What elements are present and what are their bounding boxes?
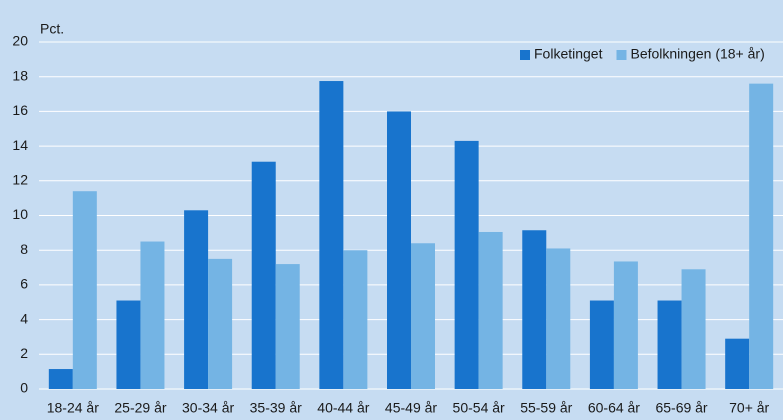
y-tick-label: 18 (12, 67, 28, 83)
legend-swatch (520, 50, 530, 60)
bar (454, 140, 479, 389)
x-tick-label: 25-29 år (114, 400, 166, 416)
x-tick-label: 70+ år (729, 400, 769, 416)
x-tick-label: 50-54 år (453, 400, 505, 416)
x-tick-label: 18-24 år (47, 400, 99, 416)
y-tick-label: 20 (12, 33, 28, 49)
bar (478, 231, 503, 389)
bar (275, 264, 300, 389)
legend-label: Befolkningen (18+ år) (630, 46, 764, 62)
bar (48, 369, 73, 389)
y-tick-label: 10 (12, 206, 28, 222)
x-tick-label: 35-39 år (250, 400, 302, 416)
bar (140, 241, 165, 389)
y-axis-label: Pct. (40, 21, 64, 37)
bar (319, 81, 344, 389)
x-tick-label: 45-49 år (385, 400, 437, 416)
bar (725, 338, 750, 389)
legend-swatch (616, 50, 627, 60)
bar (208, 258, 233, 389)
bar (681, 269, 706, 389)
y-tick-label: 4 (20, 310, 28, 326)
x-tick-label: 30-34 år (182, 400, 234, 416)
y-tick-label: 0 (20, 380, 28, 396)
bar (522, 230, 547, 389)
y-tick-label: 2 (20, 345, 28, 361)
bar (546, 248, 571, 389)
bar (184, 210, 209, 389)
bar (343, 250, 368, 389)
bar (116, 300, 141, 389)
x-tick-label: 60-64 år (588, 400, 640, 416)
y-tick-label: 14 (12, 137, 28, 153)
bar (749, 83, 774, 389)
bar (72, 191, 97, 389)
bar (613, 261, 638, 389)
bar (251, 161, 276, 389)
bar (411, 243, 435, 389)
x-tick-label: 65-69 år (655, 400, 707, 416)
y-tick-label: 12 (12, 172, 28, 188)
x-tick-label: 55-59 år (520, 400, 572, 416)
x-tick-label: 40-44 år (317, 400, 369, 416)
y-tick-label: 6 (20, 276, 28, 292)
y-tick-label: 16 (12, 102, 28, 118)
bar (657, 300, 682, 389)
legend-label: Folketinget (534, 46, 603, 62)
y-tick-label: 8 (20, 241, 28, 257)
bar (589, 300, 614, 389)
bar (387, 111, 411, 390)
